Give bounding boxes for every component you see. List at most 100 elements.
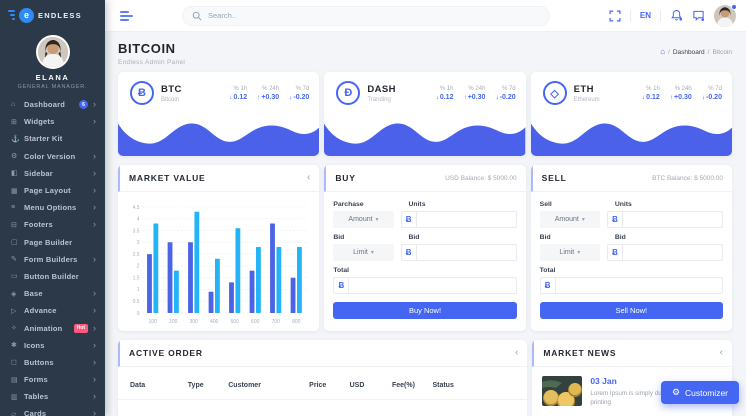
form-builders-icon: ✎ xyxy=(11,256,17,264)
sidebar-item-sidebar[interactable]: ◧ Sidebar › xyxy=(0,165,105,182)
sidebar-item-animation[interactable]: ✧ Animation Hot › xyxy=(0,319,105,336)
sidebar-item-dashboard[interactable]: ⌂ Dashboard 6 › xyxy=(0,96,105,113)
sell-units-input[interactable] xyxy=(622,212,722,227)
arrow-down-icon: ↓ xyxy=(229,93,233,101)
buy-units-input[interactable] xyxy=(416,212,516,227)
sidebar-menu: ⌂ Dashboard 6 › ⊞ Widgets › ⚓ Starter Kit ⚙ Color … xyxy=(0,93,105,416)
sell-bid-input[interactable] xyxy=(622,245,722,260)
sidebar-item-tables[interactable]: ▥ Tables › xyxy=(0,388,105,405)
sidebar-item-page-layout[interactable]: ▦ Page Layout › xyxy=(0,182,105,199)
panel-title: ACTIVE ORDER xyxy=(129,348,203,358)
sidebar-user-card: ELANA GENERAL MANAGER. xyxy=(0,30,105,93)
sidebar-item-cards[interactable]: ▱ Cards › xyxy=(0,405,105,416)
sidebar-item-color-version[interactable]: ⚙ Color Version › xyxy=(0,148,105,165)
sell-amount-select[interactable]: Amount ▾ xyxy=(539,211,600,228)
language-selector[interactable]: EN xyxy=(639,11,651,20)
column-header-customer: Customer xyxy=(228,382,261,389)
stat-label: % 24h xyxy=(262,85,280,92)
home-icon[interactable]: ⌂ xyxy=(660,47,666,56)
forms-icon: ▤ xyxy=(11,376,18,384)
sidebar-item-button-builder[interactable]: ▭ Button Builder xyxy=(0,268,105,285)
breadcrumb-bitcoin: Bitcoin xyxy=(712,48,732,56)
notifications-bell-icon[interactable] xyxy=(670,9,683,22)
sidebar-item-buttons[interactable]: ◻ Buttons › xyxy=(0,354,105,371)
user-name: ELANA xyxy=(35,73,70,82)
sidebar-item-icons[interactable]: ✱ Icons › xyxy=(0,337,105,354)
sparkline-area-chart xyxy=(530,123,732,156)
page-subtitle: Endless Admin Panel xyxy=(118,59,186,66)
sidebar-item-label: Starter Kit xyxy=(24,134,63,144)
sidebar-item-form-builders[interactable]: ✎ Form Builders › xyxy=(0,251,105,268)
stat-value: ↓0.12 xyxy=(641,93,660,101)
svg-text:3: 3 xyxy=(137,240,140,246)
collapse-icon[interactable]: ‹ xyxy=(719,347,723,358)
coin-subtitle: Bitcoin xyxy=(161,96,180,103)
search-box[interactable] xyxy=(182,5,550,26)
buy-limit-select[interactable]: Limit ▾ xyxy=(333,244,394,261)
brand-logo[interactable]: e ENDLESS xyxy=(0,0,105,30)
arrow-down-icon: ↓ xyxy=(701,93,706,101)
sell-total-input[interactable] xyxy=(555,278,722,293)
status-badge xyxy=(731,3,737,10)
sidebar: e ENDLESS ELANA GENERAL MANAGER. ⌂ Dashbo… xyxy=(0,0,105,416)
sidebar-item-footers[interactable]: ⊟ Footers › xyxy=(0,216,105,233)
profile-avatar[interactable] xyxy=(714,3,737,27)
sidebar-item-menu-options[interactable]: ≡ Menu Options › xyxy=(0,199,105,216)
sidebar-item-label: Icons xyxy=(24,340,45,350)
sell-now-button[interactable]: Sell Now! xyxy=(539,302,723,319)
svg-text:200: 200 xyxy=(169,319,178,325)
hamburger-menu-icon[interactable] xyxy=(117,8,136,24)
dash-icon: Đ xyxy=(336,81,361,105)
sidebar-item-forms[interactable]: ▤ Forms › xyxy=(0,371,105,388)
fullscreen-icon[interactable] xyxy=(609,10,621,22)
main-area: EN xyxy=(105,0,746,416)
sidebar-item-label: Footers xyxy=(24,220,53,230)
buy-amount-select[interactable]: Amount ▾ xyxy=(333,211,394,228)
chevron-right-icon: › xyxy=(93,356,96,367)
sidebar-item-page-builder[interactable]: ▢ Page Builder xyxy=(0,234,105,251)
bitcoin-currency-icon: Ƀ xyxy=(402,245,417,260)
topbar-actions: EN xyxy=(609,3,737,27)
sidebar-item-label: Color Version xyxy=(24,151,76,161)
brand-name: ENDLESS xyxy=(38,10,82,20)
sell-limit-select[interactable]: Limit ▾ xyxy=(539,244,600,261)
stat-value: ↓-0.20 xyxy=(701,93,722,101)
breadcrumb: ⌂ / Dashboard / Bitcoin xyxy=(660,47,732,56)
svg-text:800: 800 xyxy=(292,319,301,325)
sidebar-item-advance[interactable]: ▷ Advance › xyxy=(0,302,105,319)
coin-symbol: ETH xyxy=(573,83,594,95)
endless-logo-icon: e xyxy=(19,7,34,23)
tables-icon: ▥ xyxy=(11,393,18,401)
breadcrumb-dashboard[interactable]: Dashboard xyxy=(672,48,705,56)
chevron-right-icon: › xyxy=(93,408,96,416)
news-date[interactable]: 03 Jan xyxy=(590,376,617,386)
column-header-usd: USD xyxy=(349,382,365,389)
stat-1h: % 1h ↓0.12 xyxy=(229,86,247,101)
buy-bid-input[interactable] xyxy=(416,245,516,260)
sidebar-item-label: Widgets xyxy=(24,117,55,127)
sidebar-item-base[interactable]: ◈ Base › xyxy=(0,285,105,302)
column-header-type: Type xyxy=(187,382,204,389)
sidebar-item-label: Dashboard xyxy=(24,100,65,110)
dashboard-icon: ⌂ xyxy=(11,101,16,109)
news-item[interactable]: 03 Jan Lorem Ipsum is simply dummy text … xyxy=(532,367,732,416)
buttons-icon: ◻ xyxy=(11,359,17,367)
buy-now-button[interactable]: Buy Now! xyxy=(333,302,517,319)
sell-units-field: Ƀ xyxy=(606,211,723,228)
base-icon: ◈ xyxy=(11,290,17,298)
user-role: GENERAL MANAGER. xyxy=(17,84,88,90)
search-input[interactable] xyxy=(208,11,540,20)
cards-icon: ▱ xyxy=(11,410,17,416)
svg-text:1.5: 1.5 xyxy=(133,275,140,281)
purchase-label: Parchase xyxy=(333,201,364,208)
page-header: BITCOIN Endless Admin Panel ⌂ / Dashboar… xyxy=(105,32,746,66)
customizer-button[interactable]: ⚙ Customizer xyxy=(660,381,739,404)
buy-total-input[interactable] xyxy=(349,278,516,293)
news-excerpt: Lorem Ipsum is simply dummy text of the … xyxy=(590,390,705,407)
collapse-icon[interactable]: ‹ xyxy=(306,172,311,183)
sidebar-item-widgets[interactable]: ⊞ Widgets › xyxy=(0,113,105,130)
bitcoin-currency-icon: Ƀ xyxy=(608,212,623,227)
collapse-icon[interactable]: ‹ xyxy=(514,347,519,358)
sidebar-item-starter-kit[interactable]: ⚓ Starter Kit xyxy=(0,130,105,147)
messages-chat-icon[interactable] xyxy=(692,9,705,22)
